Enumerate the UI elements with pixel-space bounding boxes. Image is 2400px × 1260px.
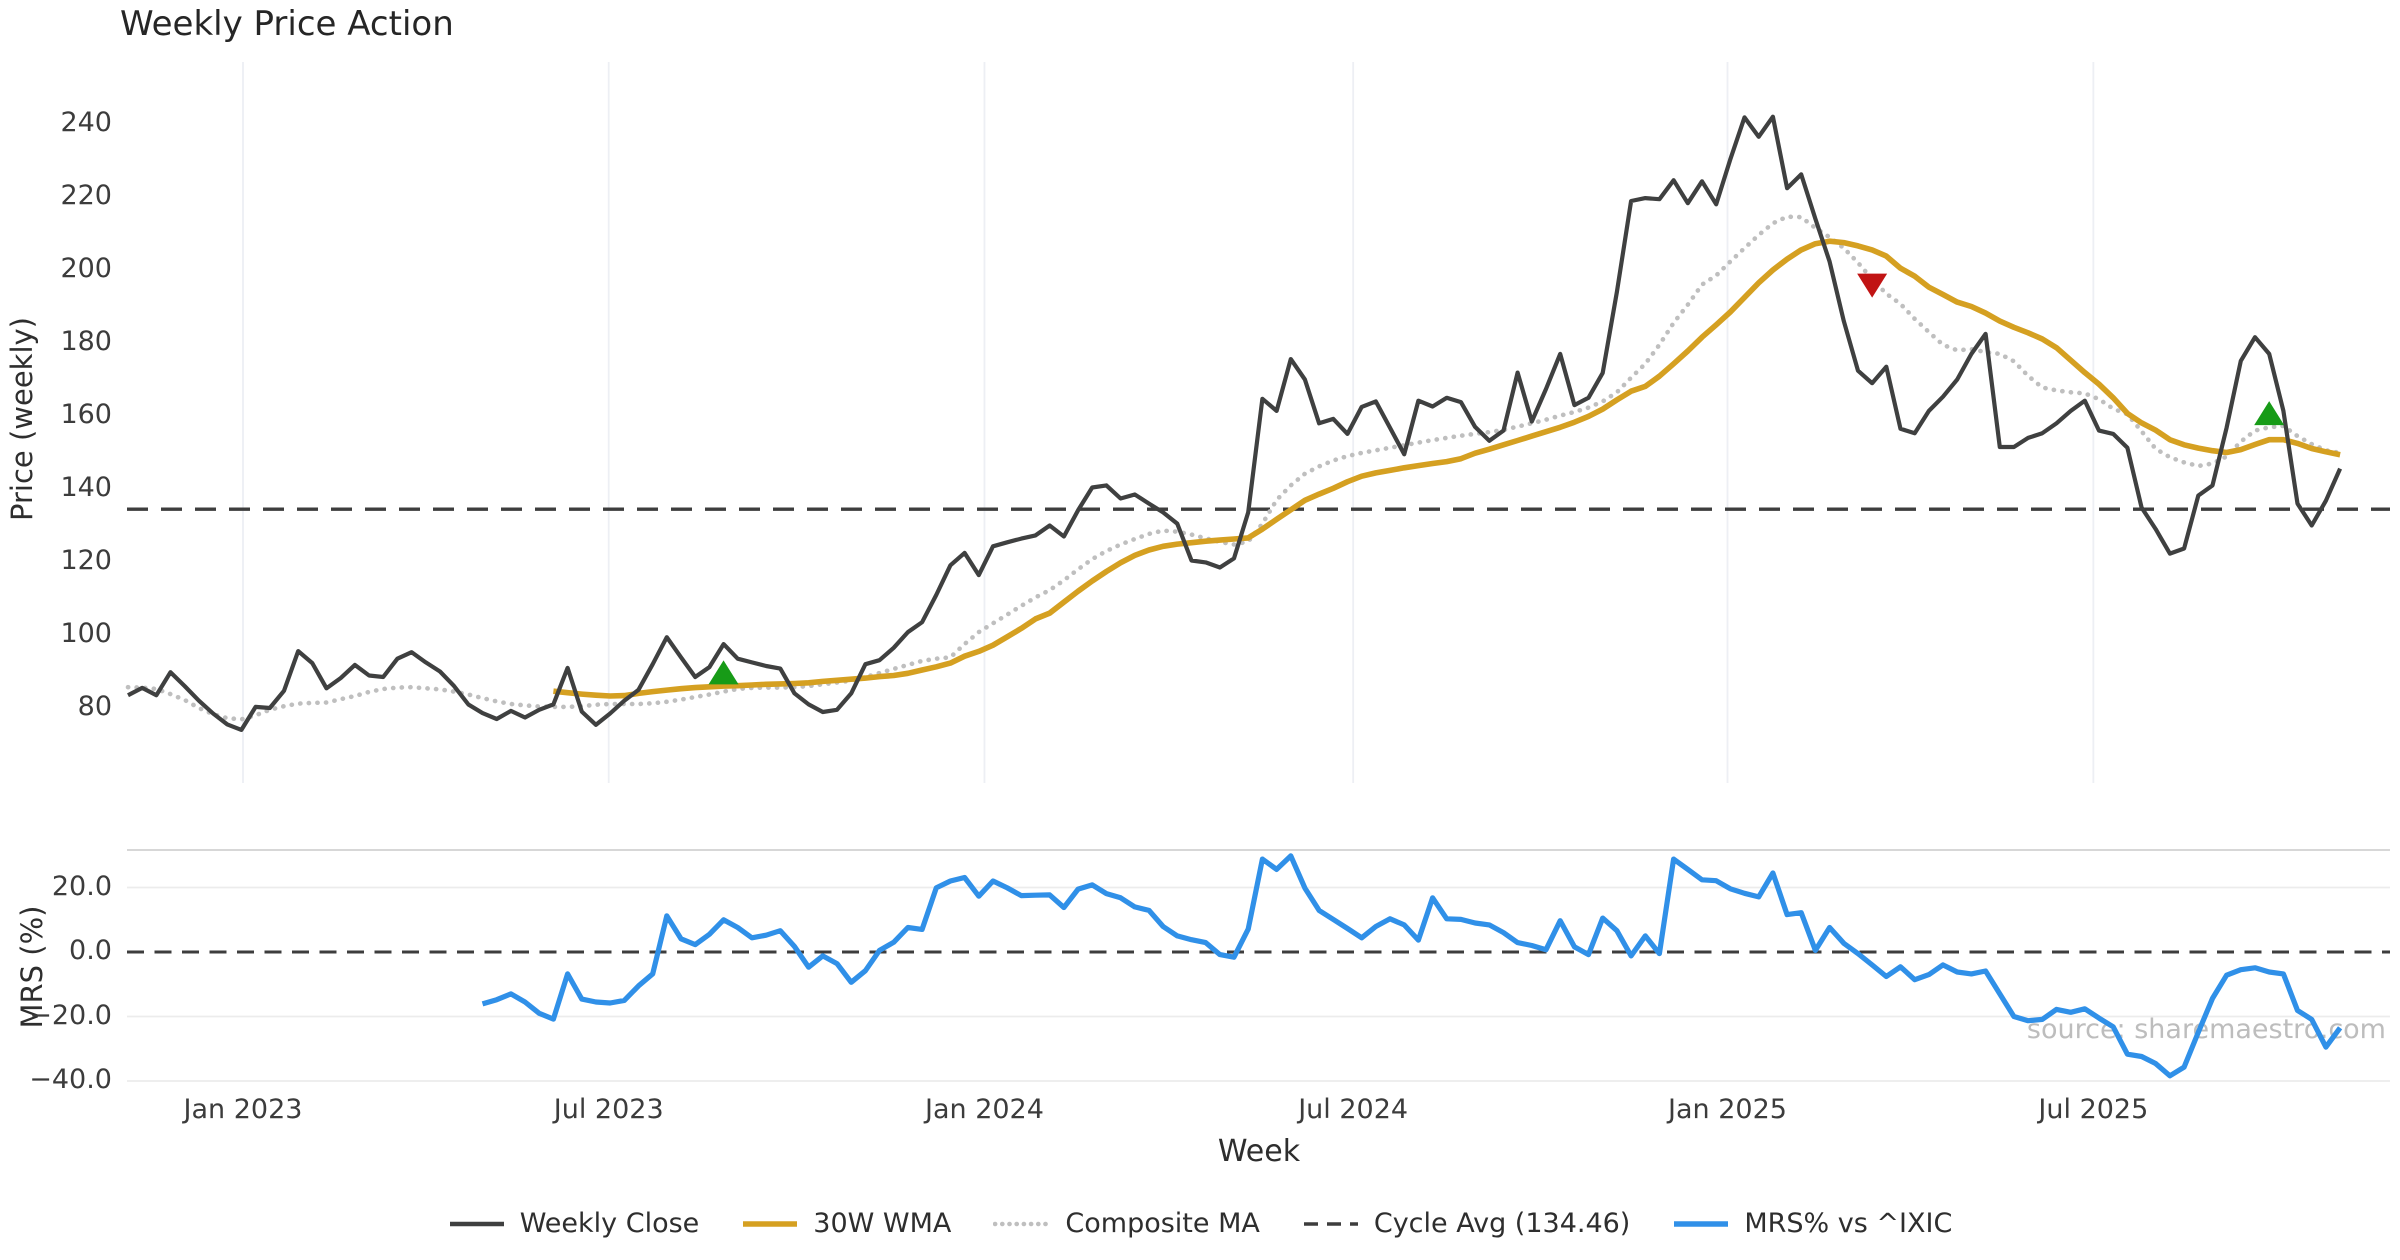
price-ytick-label: 140	[60, 472, 112, 503]
legend-item: Composite MA	[993, 1208, 1260, 1239]
triangle-up-marker	[2254, 401, 2285, 426]
triangle-up-marker	[708, 660, 739, 685]
legend-line-swatch	[1674, 1220, 1729, 1227]
mrs-ytick-label: −40.0	[29, 1064, 112, 1095]
legend-label: Cycle Avg (134.46)	[1373, 1208, 1631, 1239]
legend-label: 30W WMA	[813, 1208, 952, 1239]
mrs-ytick-label: −20.0	[29, 999, 112, 1031]
weekly-close-line	[127, 114, 2343, 732]
legend-line-swatch	[449, 1221, 504, 1226]
mrs-axis-label: MRS (%)	[15, 905, 49, 1029]
x-tick-label: Jan 2024	[925, 1094, 1044, 1125]
wma-line	[553, 238, 2341, 699]
x-tick-label: Jul 2025	[2038, 1094, 2149, 1125]
week-axis-label: Week	[1217, 1134, 1301, 1169]
price-ytick-label: 100	[60, 618, 112, 649]
legend-label: Weekly Close	[519, 1208, 700, 1239]
legend-item: Weekly Close	[448, 1208, 700, 1239]
x-tick-label: Jul 2024	[1298, 1094, 1409, 1125]
price-ytick-label: 120	[60, 545, 112, 576]
legend-item: Cycle Avg (134.46)	[1302, 1208, 1631, 1239]
price-ytick-label: 80	[77, 691, 112, 722]
legend: Weekly Close 30W WMA Composite MA Cycle Avg…	[0, 1208, 2400, 1239]
legend-line-swatch	[1303, 1221, 1358, 1226]
mrs-ytick-label: 20.0	[51, 870, 112, 902]
price-ytick-label: 160	[60, 399, 112, 430]
legend-label: MRS% vs ^IXIC	[1744, 1208, 1953, 1239]
x-tick-label: Jul 2023	[553, 1094, 664, 1125]
mrs-line	[481, 853, 2343, 1079]
price-ytick-label: 180	[60, 326, 112, 357]
composite-ma-line	[125, 214, 2343, 722]
x-tick-label: Jan 2023	[183, 1094, 303, 1125]
legend-line-swatch	[993, 1221, 1052, 1226]
legend-item: 30W WMA	[741, 1208, 951, 1239]
legend-label: Composite MA	[1065, 1208, 1260, 1239]
chart-title: Weekly Price Action	[120, 4, 454, 44]
price-ytick-label: 220	[60, 180, 112, 211]
x-tick-label: Jan 2025	[1668, 1094, 1787, 1125]
triangle-down-marker	[1857, 273, 1888, 298]
legend-item: MRS% vs ^IXIC	[1672, 1208, 1952, 1239]
price-ytick-label: 240	[60, 107, 112, 138]
price-ytick-label: 200	[60, 253, 112, 284]
mrs-ytick-label: 0.0	[69, 935, 112, 966]
legend-line-swatch	[743, 1220, 798, 1227]
